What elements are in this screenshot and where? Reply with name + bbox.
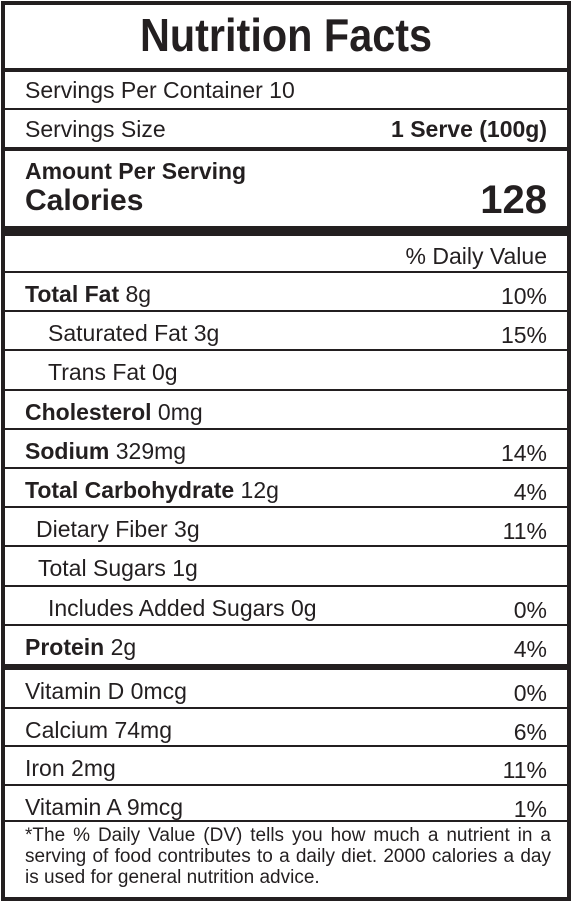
nutrient-label: Dietary Fiber [36, 516, 168, 543]
thick-divider [5, 226, 567, 236]
divider [5, 623, 567, 626]
divider [5, 706, 567, 709]
nutrient-amount: 2g [104, 633, 137, 660]
nutrient-name: Protein 2g [25, 633, 136, 661]
nutrient-amount: 3g [167, 516, 200, 543]
vitamin-daily-value: 6% [513, 718, 547, 745]
vitamin-name: Vitamin D 0mcg [25, 678, 187, 704]
divider [5, 271, 567, 273]
nutrient-amount: 1g [165, 555, 198, 582]
nutrient-daily-value: 4% [513, 635, 547, 662]
nutrient-label: Saturated Fat [48, 320, 188, 347]
nutrient-label: Sodium [25, 437, 110, 464]
vitamin-name: Calcium 74mg [25, 716, 172, 743]
divider [5, 545, 567, 548]
divider [5, 388, 567, 391]
divider [5, 310, 567, 313]
nutrient-name: Trans Fat 0g [48, 358, 178, 386]
nutrient-name: Saturated Fat 3g [48, 319, 219, 347]
nutrient-name: Sodium 329mg [25, 437, 186, 465]
servings-per-container: Servings Per Container 10 [25, 77, 295, 103]
nutrient-daily-value: 10% [500, 283, 547, 309]
serving-size-value: 1 Serve (100g) [391, 116, 547, 142]
nutrient-amount: 0g [145, 359, 178, 386]
divider [5, 467, 567, 469]
nutrient-label: Cholesterol [25, 398, 152, 425]
nutrient-name: Total Carbohydrate 12g [25, 476, 279, 504]
medium-divider [5, 664, 567, 670]
nutrient-amount: 329mg [109, 437, 187, 464]
nutrient-daily-value: 14% [500, 439, 547, 466]
divider [5, 783, 567, 786]
amount-per-serving: Amount Per Serving [25, 158, 247, 184]
vitamin-daily-value: 0% [513, 680, 547, 706]
calories-label: Calories [25, 184, 144, 217]
nutrient-daily-value: 15% [500, 322, 547, 349]
nutrient-name: Total Sugars 1g [38, 554, 198, 582]
vitamin-daily-value: 11% [502, 757, 547, 783]
divider [5, 349, 567, 352]
calories-value: 128 [480, 178, 547, 222]
divider [5, 108, 567, 110]
divider [5, 745, 567, 747]
nutrient-label: Total Sugars [38, 555, 166, 582]
divider [5, 584, 567, 587]
nutrient-daily-value: 11% [502, 518, 547, 545]
nutrient-label: Total Carbohydrate [25, 477, 235, 503]
nutrient-name: Includes Added Sugars 0g [48, 594, 317, 622]
divider [5, 147, 567, 151]
nutrient-label: Total Fat [25, 281, 120, 307]
nutrient-name: Cholesterol 0mg [25, 398, 203, 426]
nutrient-name: Total Fat 8g [25, 280, 151, 308]
nutrient-amount: 0g [284, 594, 317, 621]
vitamin-name: Iron 2mg [25, 755, 116, 781]
nutrient-label: Protein [25, 633, 105, 660]
nutrient-daily-value: 0% [513, 596, 547, 623]
divider [5, 506, 567, 509]
vitamin-name: Vitamin A 9mcg [25, 793, 184, 820]
label-title: Nutrition Facts [139, 9, 433, 61]
divider [5, 820, 567, 822]
serving-size-label: Servings Size [25, 116, 166, 142]
daily-value-header: % Daily Value [405, 243, 547, 269]
nutrient-daily-value: 4% [513, 479, 547, 505]
nutrient-amount: 8g [119, 281, 152, 307]
divider [5, 68, 567, 72]
nutrient-amount: 3g [187, 320, 220, 347]
nutrient-amount: 0mg [151, 398, 203, 425]
divider [5, 427, 567, 430]
nutrient-name: Dietary Fiber 3g [36, 515, 200, 543]
vitamin-daily-value: 1% [513, 795, 547, 822]
nutrient-label: Trans Fat [48, 359, 146, 386]
nutrient-label: Includes Added Sugars [48, 594, 285, 621]
nutrient-amount: 12g [234, 477, 279, 503]
footnote: *The % Daily Value (DV) tells you how mu… [25, 825, 551, 888]
